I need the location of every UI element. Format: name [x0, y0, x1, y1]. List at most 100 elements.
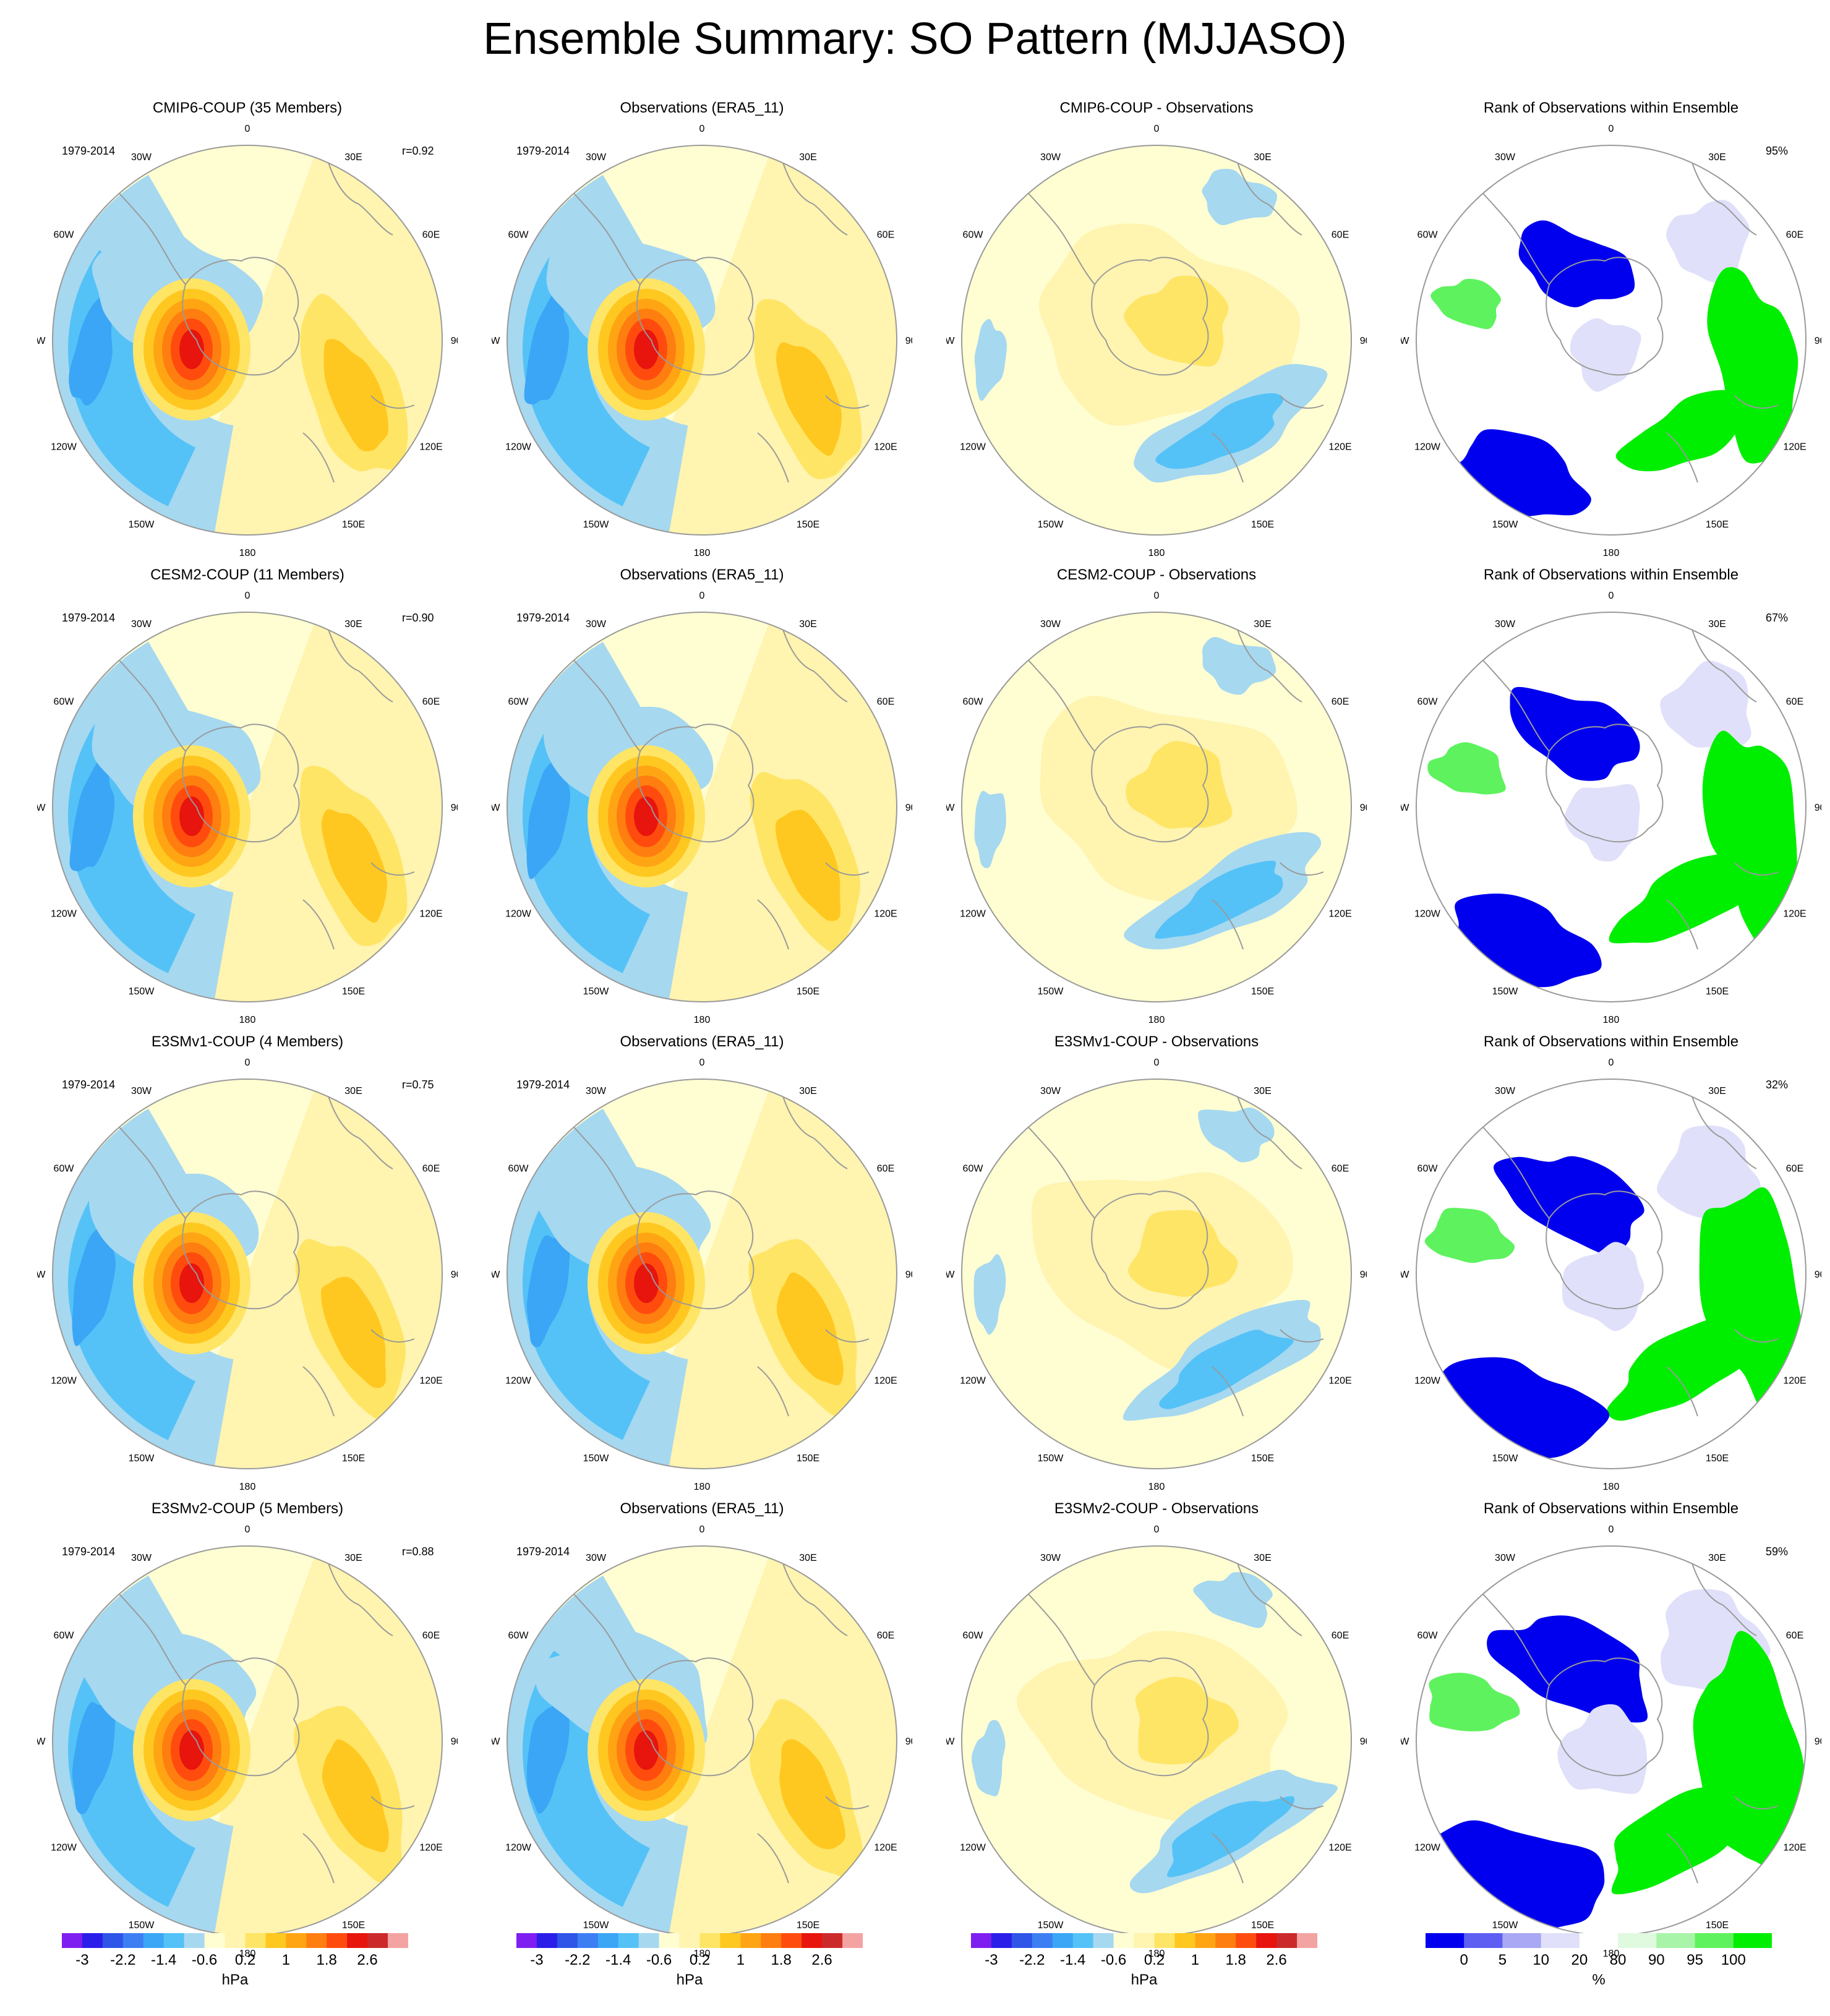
africa-coastline: [1236, 160, 1302, 236]
colorbar-swatches: [1426, 1933, 1772, 1948]
polar-stereographic-map: 0 30E 60E 90E 120E 150E 180 150W 120W 90W 60W 30W: [492, 1057, 912, 1492]
rank-region: [1494, 1156, 1644, 1256]
longitude-label: 90E: [1360, 336, 1367, 346]
colorbar-tick-label: -2.2: [110, 1952, 136, 1968]
panel-title: Rank of Observations within Ensemble: [1483, 1500, 1739, 1517]
longitude-label: 90E: [451, 1736, 458, 1747]
longitude-label: 150E: [342, 986, 365, 997]
longitude-label: 120E: [419, 442, 442, 453]
longitude-label: 30W: [586, 1553, 607, 1563]
australia-nz-coastline: [1666, 1329, 1779, 1417]
longitude-label: 90W: [1401, 1736, 1409, 1747]
longitude-label: 90E: [1360, 803, 1367, 813]
longitude-label: 150W: [129, 519, 155, 530]
longitude-label: 30E: [799, 619, 816, 630]
colorbar-tick-label: -2.2: [565, 1952, 591, 1968]
longitude-label: 90W: [492, 1736, 500, 1747]
rank-region: [1427, 742, 1506, 795]
colorbar-swatch: [1174, 1933, 1195, 1948]
australia-nz-coastline: [1212, 862, 1324, 950]
africa-coastline: [327, 627, 393, 703]
longitude-label: 30E: [344, 152, 362, 163]
colorbar-swatch: [82, 1933, 103, 1948]
panel-title: Rank of Observations within Ensemble: [1483, 1033, 1739, 1050]
field-map-panel: 0 30E 60E 90E 120E 150E 180 150W 120W 90W 60W 30W CM…: [37, 99, 458, 569]
colorbar-tick-label: 5: [1498, 1952, 1507, 1968]
longitude-label: 120W: [1414, 1376, 1441, 1386]
africa-coastline: [782, 1561, 848, 1636]
longitude-label: 150W: [583, 519, 610, 530]
longitude-label: 150W: [1492, 1453, 1519, 1464]
longitude-label: 60E: [1332, 230, 1349, 241]
negative-anomaly-region: [1193, 1572, 1273, 1628]
longitude-label: 120E: [419, 1843, 442, 1853]
rank-region: [1424, 1208, 1515, 1263]
longitude-label: 150W: [1492, 519, 1519, 530]
longitude-label: 0: [699, 591, 705, 601]
antarctica-coastline: [1091, 724, 1209, 843]
colorbar-tick-label: 1: [1191, 1952, 1200, 1968]
longitude-label: 60W: [54, 1164, 75, 1174]
longitude-label: 150W: [1038, 986, 1064, 997]
colorbar-swatch: [224, 1933, 246, 1948]
longitude-label: 150W: [583, 1453, 610, 1464]
longitude-label: 90W: [946, 803, 955, 813]
positive-anomaly-region: [1126, 741, 1233, 829]
field-map-panel: 0 30E 60E 90E 120E 150E 180 150W 120W 90W 60W 30W Ob…: [492, 99, 912, 569]
colorbar-swatch: [822, 1933, 843, 1948]
longitude-label: 180: [1603, 1015, 1620, 1025]
colorbar-tick-label: 2.6: [357, 1952, 378, 1968]
longitude-label: 90W: [1401, 1270, 1409, 1280]
longitude-label: 90W: [946, 1270, 955, 1280]
longitude-label: 90W: [37, 1736, 46, 1747]
longitude-label: 90W: [946, 336, 955, 346]
colorbar-tick-label: 10: [1533, 1952, 1550, 1968]
australia-nz-coastline: [302, 395, 415, 483]
longitude-label: 30W: [1495, 1086, 1516, 1096]
longitude-label: 60W: [963, 1631, 984, 1641]
rank-region: [1707, 267, 1798, 464]
colorbar-swatch: [184, 1933, 205, 1948]
longitude-label: 120E: [419, 909, 442, 920]
negative-anomaly-region: [1155, 860, 1283, 939]
positive-anomaly-region: [322, 1739, 389, 1853]
colorbar-swatch: [802, 1933, 823, 1948]
rank-region: [1570, 318, 1641, 392]
positive-anomaly-region: [321, 809, 387, 923]
australia-nz-coastline: [1212, 1796, 1324, 1884]
longitude-label: 150E: [1251, 986, 1274, 997]
australia-nz-coastline: [757, 862, 870, 950]
rank-region: [1666, 200, 1750, 284]
panel-title: Observations (ERA5_11): [620, 566, 784, 583]
africa-coastline: [782, 160, 848, 236]
africa-coastline: [1691, 160, 1757, 236]
longitude-label: 30W: [131, 152, 152, 163]
antarctica-coastline: [182, 1190, 300, 1310]
panel-title: E3SMv2-COUP (5 Members): [151, 1500, 344, 1517]
colorbar-swatch: [781, 1933, 802, 1948]
positive-anomaly-region: [320, 1276, 386, 1388]
africa-coastline: [327, 1561, 393, 1636]
colorbar-tick-label: 0.2: [234, 1952, 256, 1968]
antarctica-coastline: [182, 724, 300, 843]
percent-label: 32%: [1766, 1078, 1789, 1091]
pressure-anomaly-contour: [634, 1730, 659, 1770]
longitude-label: 30E: [1254, 152, 1271, 163]
longitude-label: 30W: [1495, 152, 1516, 163]
polar-stereographic-map: 0 30E 60E 90E 120E 150E 180 150W 120W 90W 60W 30W: [1401, 591, 1821, 1025]
correlation-label: r=0.90: [402, 612, 434, 624]
antarctica-coastline: [1546, 1190, 1664, 1310]
longitude-label: 60W: [508, 697, 529, 707]
colorbar-swatch: [557, 1933, 578, 1948]
antarctica-coastline: [636, 257, 755, 376]
colorbar-swatch: [1733, 1933, 1772, 1948]
colorbar-swatch: [388, 1933, 409, 1948]
longitude-label: 60W: [508, 230, 529, 241]
longitude-label: 150W: [583, 986, 610, 997]
colorbar-swatch: [638, 1933, 659, 1948]
polar-stereographic-map: 0 30E 60E 90E 120E 150E 180 150W 120W 90W 60W 30W: [1401, 1057, 1821, 1492]
map-boundary: [1416, 612, 1806, 1002]
longitude-label: 120E: [874, 1843, 897, 1853]
longitude-label: 150E: [1251, 1453, 1274, 1464]
longitude-label: 60W: [963, 697, 984, 707]
